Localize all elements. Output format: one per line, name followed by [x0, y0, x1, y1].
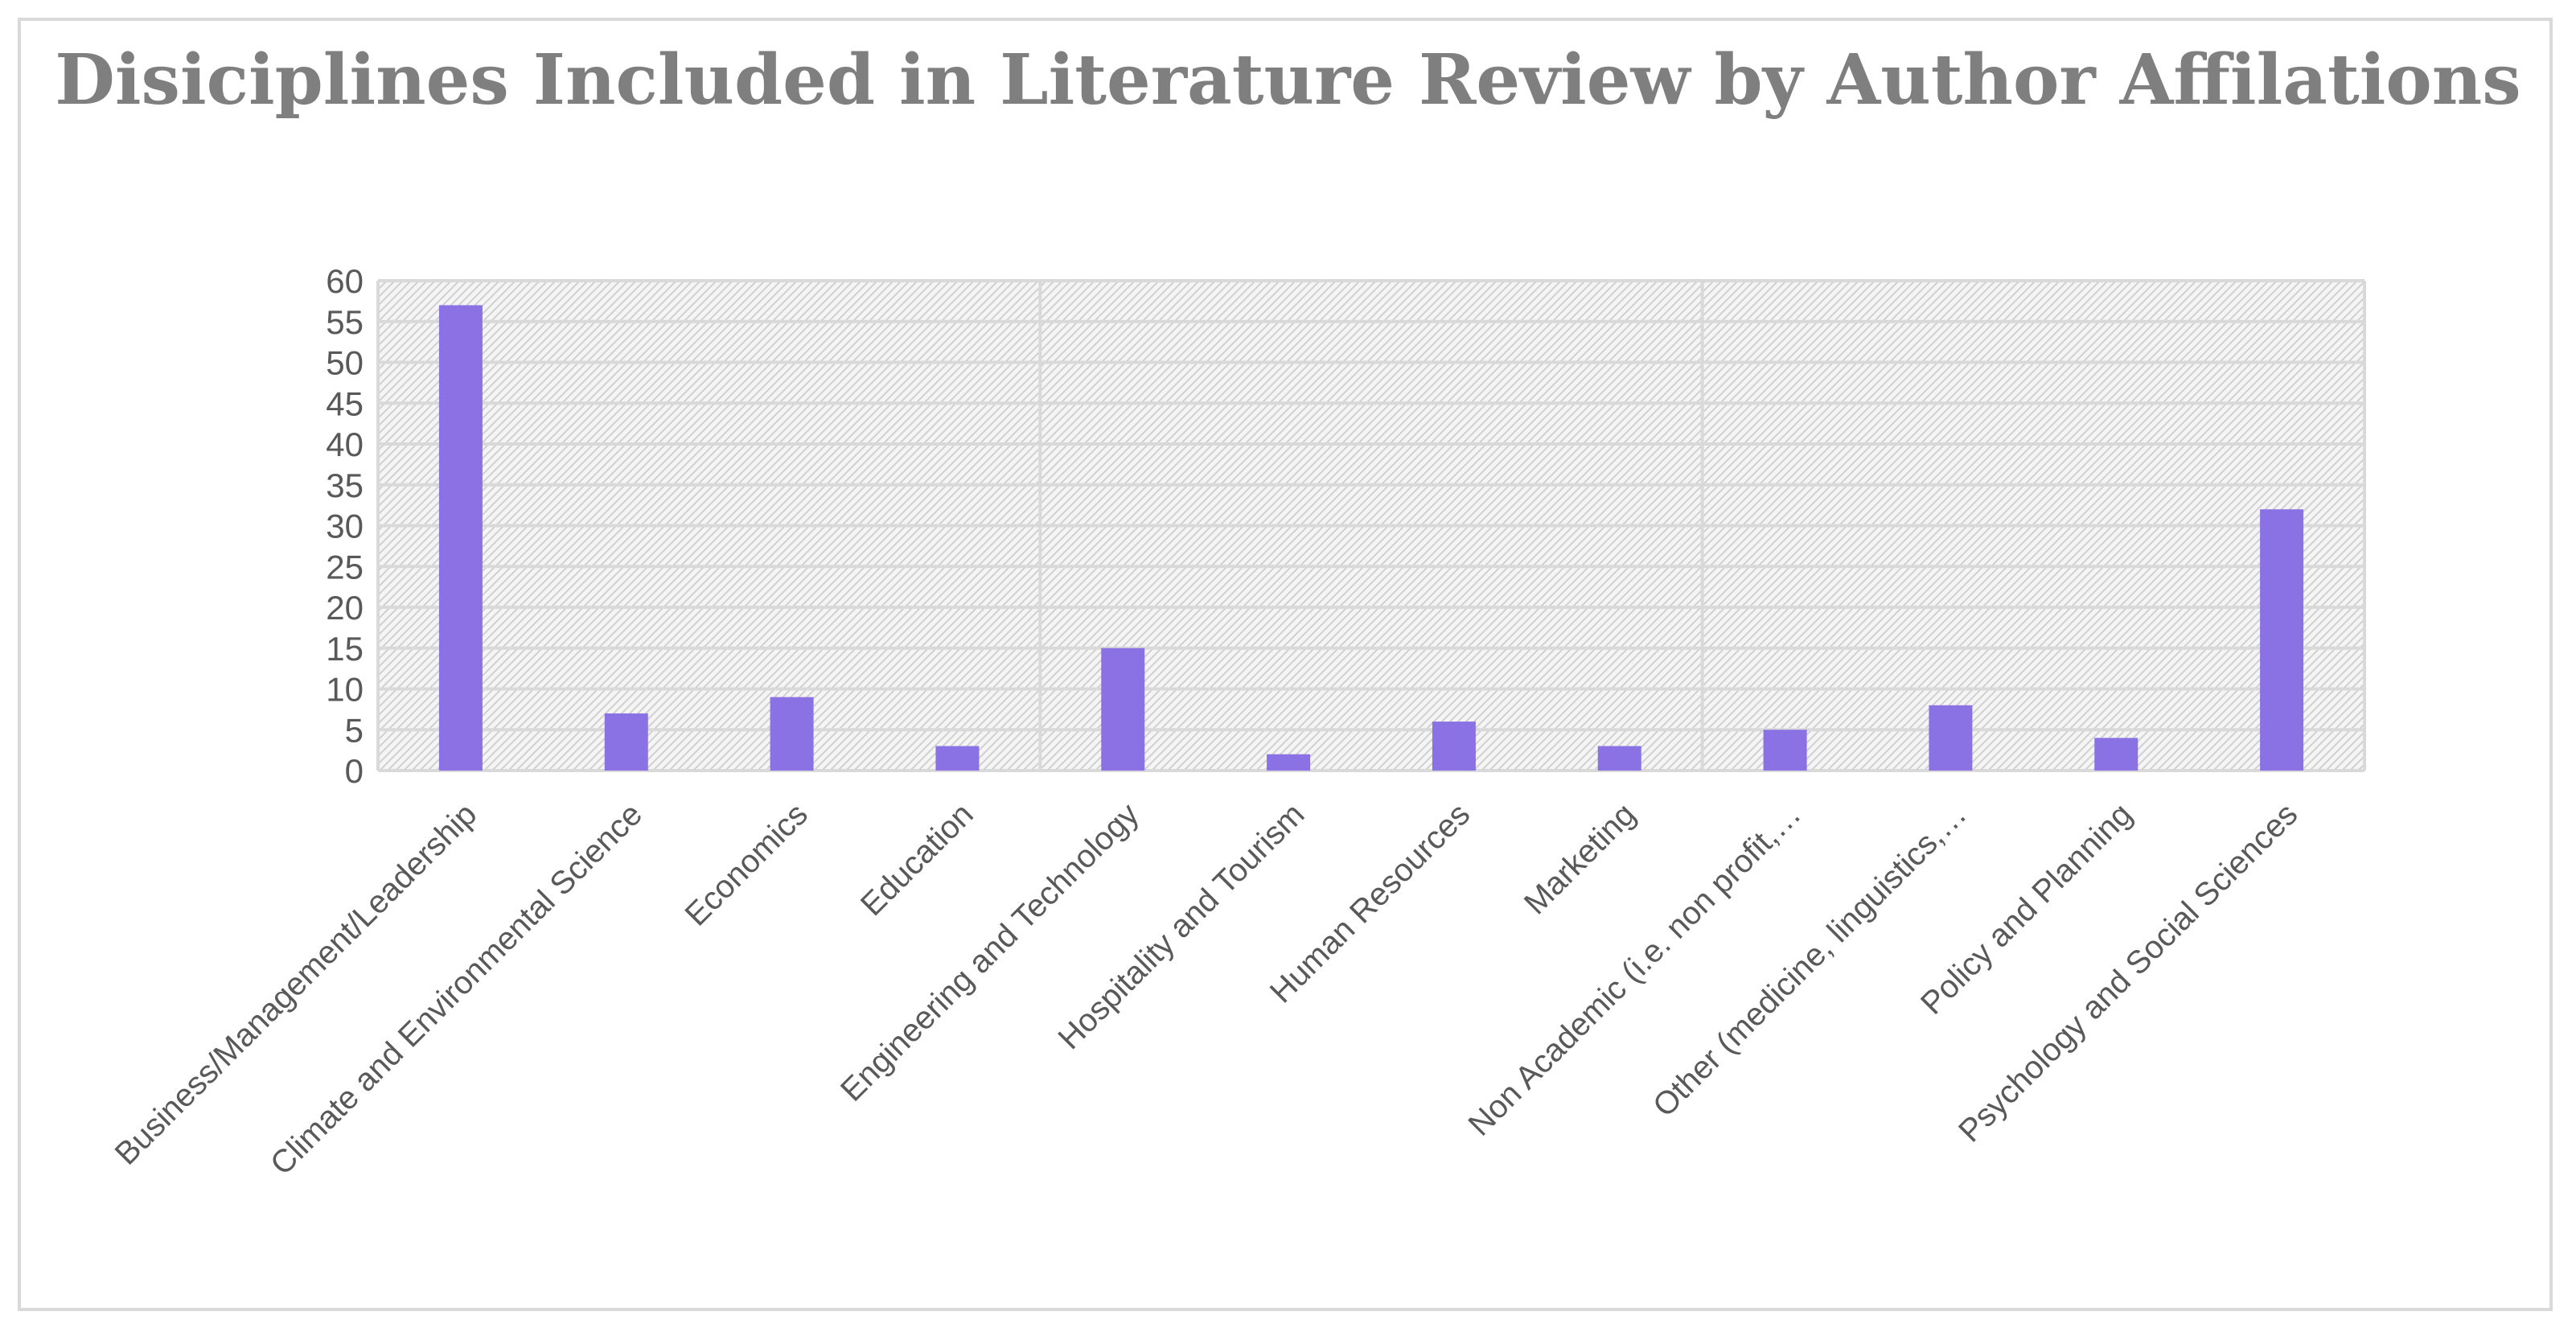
y-tick-label: 30: [326, 508, 364, 545]
x-category-label: Psychology and Social Sciences: [1952, 796, 2304, 1149]
y-tick-label: 0: [345, 752, 364, 790]
bar: [438, 305, 483, 771]
x-category-label: Business/Management/Leadership: [109, 796, 484, 1172]
gridlines: [376, 279, 2366, 772]
y-tick-label: 35: [326, 467, 364, 504]
bar: [935, 746, 980, 771]
bar: [1929, 705, 1973, 771]
bar: [1597, 746, 1641, 771]
bar: [770, 697, 814, 771]
x-category-label: Education: [854, 796, 980, 923]
x-category-label: Engineering and Technology: [834, 796, 1146, 1108]
y-tick-label: 25: [326, 548, 364, 586]
bar: [1267, 754, 1311, 771]
x-category-label: Economics: [679, 796, 815, 932]
chart-title: Disiciplines Included in Literature Revi…: [55, 39, 2521, 121]
bars: [438, 305, 2304, 771]
y-tick-label: 5: [345, 711, 364, 749]
y-tick-label: 10: [326, 671, 364, 709]
y-tick-label: 60: [326, 262, 364, 300]
y-tick-label: 20: [326, 589, 364, 627]
x-category-label: Climate and Environmental Science: [264, 796, 649, 1182]
x-category-label: Marketing: [1518, 796, 1642, 921]
bar: [2094, 738, 2138, 771]
y-tick-label: 50: [326, 344, 364, 382]
y-tick-label: 45: [326, 384, 364, 422]
x-category-label: Other (medicine, linguistics,…: [1646, 796, 1974, 1124]
bar: [1763, 730, 1807, 771]
y-tick-label: 40: [326, 426, 364, 463]
y-tick-label: 55: [326, 303, 364, 341]
bar: [1432, 722, 1476, 771]
x-category-label: Non Academic (i.e. non profit,…: [1462, 796, 1808, 1142]
y-tick-label: 15: [326, 630, 364, 668]
bar: [604, 713, 648, 771]
bar: [1101, 648, 1145, 771]
bar: [2260, 509, 2304, 771]
